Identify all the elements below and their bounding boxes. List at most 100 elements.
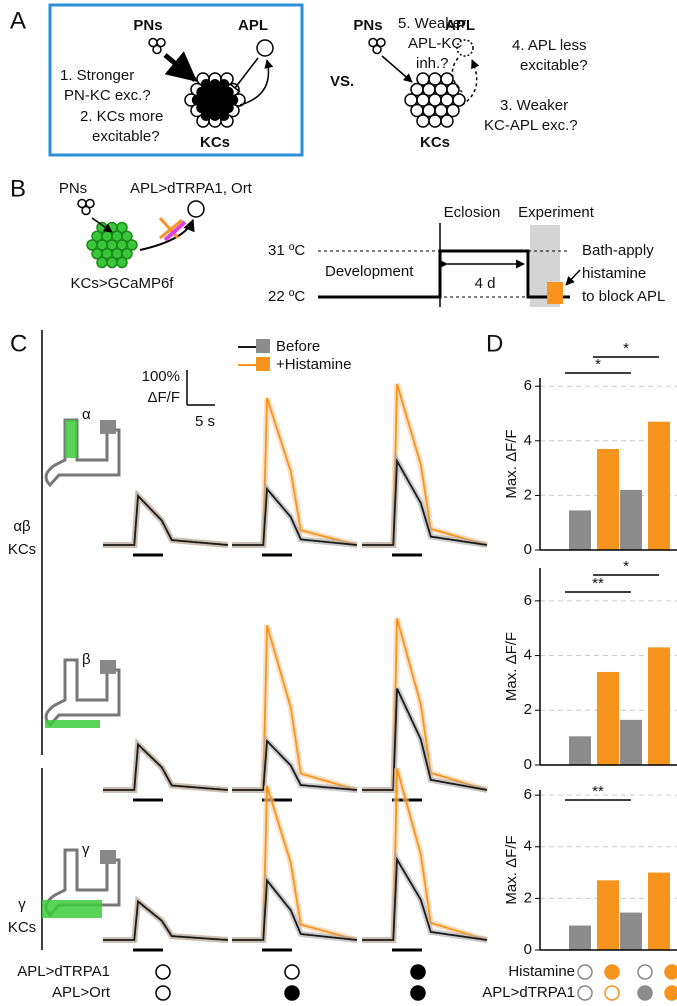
bar [648,872,670,950]
block-bar [163,220,187,242]
label: APL [238,17,268,34]
panel-label: A [10,7,26,34]
trace [232,878,358,941]
trace [362,856,488,941]
label: KCs [8,541,36,558]
histamine-marker [577,964,593,980]
trace-band [103,738,229,793]
lobe-highlight [45,720,100,728]
bar [569,736,591,765]
condition-marker [155,985,171,1001]
arrow [451,57,463,93]
histamine-block [547,282,563,304]
trace [232,625,358,791]
cell [116,256,128,269]
y-tick-label: 2 [524,701,532,718]
trace-band [103,738,229,793]
label: APL>dTRPA1 [482,984,575,1001]
label: APL-KC [408,35,462,52]
y-axis-label: Max. ΔF/F [503,632,520,701]
apl-cell [187,200,205,218]
trace-band [103,489,229,548]
label: 22 ºC [268,288,305,305]
condition-marker [410,985,426,1001]
cell [416,114,430,128]
label: γ [18,896,26,913]
label: excitable? [520,57,588,74]
label: 1. Stronger [60,67,134,84]
calyx [100,420,116,434]
trpa1-marker [604,985,620,1001]
bar [620,912,642,950]
block [158,216,180,240]
legend-swatch [256,339,270,353]
label: APL>dTRPA1 [17,963,110,980]
trace-band [103,895,229,943]
bar [597,448,619,550]
cell [452,93,466,107]
apl-cell [456,39,474,57]
y-tick-label: 6 [524,592,532,609]
condition-marker [284,964,300,980]
cell [116,221,128,234]
y-tick-label: 0 [524,541,532,558]
trace [103,899,229,941]
block [159,218,183,240]
lobe-highlight [65,420,77,458]
label: inh.? [416,55,449,72]
trace-band [103,489,229,548]
bar [648,647,670,765]
y-axis-label: Max. ΔF/F [503,835,520,904]
label: PN-KC exc.? [64,87,151,104]
significance-label: * [595,356,601,373]
trace [232,486,358,546]
calyx [100,850,116,864]
label: KCs [200,134,230,151]
label: KCs>GCaMP6f [71,275,175,292]
cell [218,79,230,90]
label: PNs [353,17,382,34]
trace [103,742,229,791]
calyx [100,660,116,674]
y-tick-label: 6 [524,377,532,394]
cell [156,37,166,48]
legend-swatch [256,357,270,371]
cell [372,44,382,55]
trace-band [232,624,358,793]
cell [106,256,118,269]
excitation-arrow [163,51,198,82]
label: 5 s [195,413,215,430]
cell [223,102,234,114]
bar [569,925,591,950]
label: Before [276,338,320,355]
label: excitable? [92,128,160,145]
label: VS. [330,73,354,90]
significance-label: ** [592,783,604,800]
label: 4. APL less [512,37,587,54]
trace [232,738,358,791]
cell [85,198,95,209]
cell [121,248,133,260]
label: APL>Ort [52,984,111,1001]
y-tick-label: 2 [524,486,532,503]
label: 100% [142,368,180,385]
trace [103,899,229,941]
trace-band [103,895,229,943]
histamine-marker [604,964,620,980]
y-tick-label: 4 [524,432,532,449]
trace [103,742,229,791]
label: APL [445,17,475,34]
cell [376,37,386,48]
y-tick-label: 0 [524,756,532,773]
label: ΔF/F [147,389,180,406]
trpa1-marker [577,985,593,1001]
histamine-marker [664,964,677,980]
cell [446,103,460,118]
trpa1-marker [637,985,653,1001]
lobe-label: γ [82,841,90,858]
y-tick-label: 4 [524,647,532,664]
lobe-label: β [82,651,91,668]
condition-marker [284,985,300,1001]
arrow [381,55,413,83]
temperature-trace [318,249,570,299]
